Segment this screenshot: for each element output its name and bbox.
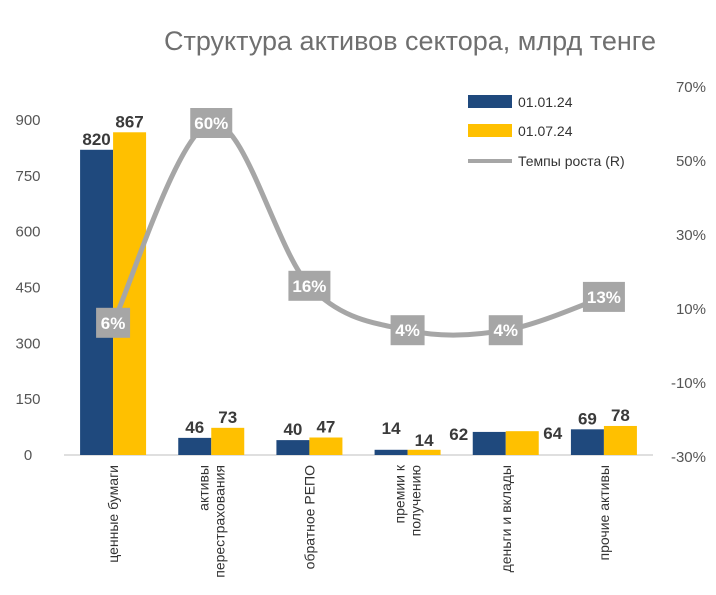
growth-rate-label-box	[288, 270, 331, 301]
bar-value-label: 14	[415, 431, 434, 450]
growth-rate-label: 4%	[493, 321, 518, 340]
bar-value-label: 69	[578, 409, 597, 428]
bar-series-1	[374, 449, 408, 455]
category-label-line: получению	[408, 465, 424, 536]
category-label-line: перестрахования	[211, 465, 227, 578]
growth-rate-label-box	[390, 315, 425, 346]
y-left-tick-label: 750	[15, 168, 40, 185]
bar-series-2	[113, 132, 147, 456]
bar-series-2	[309, 437, 343, 455]
category-label: прочие активы	[596, 465, 612, 560]
growth-rate-label: 4%	[395, 321, 420, 340]
bar-value-label: 867	[115, 112, 143, 131]
category-label-line: прочие активы	[596, 465, 612, 560]
y-right-tick-label: -10%	[671, 375, 706, 392]
bar-series-1	[80, 149, 114, 455]
growth-rate-label: 16%	[292, 277, 326, 296]
chart-title: Структура активов сектора, млрд тенге	[164, 26, 656, 56]
bar-series-2	[407, 449, 441, 455]
legend-swatch	[468, 95, 512, 108]
growth-rate-label-box	[488, 315, 523, 346]
bar-series-2	[505, 431, 539, 455]
legend-label: Темпы роста (R)	[518, 153, 625, 169]
y-left-tick-label: 900	[15, 112, 40, 129]
bar-series-1	[472, 431, 506, 455]
bar-series-2	[603, 425, 637, 455]
y-right-tick-label: 30%	[676, 227, 706, 244]
bar-series-1	[276, 440, 310, 455]
bar-value-label: 47	[316, 418, 335, 437]
growth-rate-label-box	[582, 281, 625, 312]
growth-rate-label-box	[96, 307, 131, 338]
bar-value-label: 78	[611, 406, 630, 425]
bar-value-label: 40	[283, 420, 302, 439]
growth-rate-label: 13%	[587, 288, 621, 307]
category-label: обратное РЕПО	[301, 465, 317, 569]
y-right-tick-label: -30%	[671, 449, 706, 466]
bar-value-label: 73	[218, 408, 237, 427]
y-right-tick-label: 10%	[676, 301, 706, 318]
growth-rate-label: 6%	[101, 314, 126, 333]
y-left-tick-label: 600	[15, 224, 40, 241]
bar-series-2	[211, 427, 245, 455]
bar-value-label: 46	[185, 418, 204, 437]
growth-rate-label: 60%	[194, 114, 228, 133]
bar-series-1	[570, 429, 604, 455]
y-left-tick-label: 150	[15, 391, 40, 408]
category-label: активы перестрахования	[195, 465, 227, 578]
bar-value-label: 62	[449, 425, 468, 444]
category-label: ценные бумаги	[105, 465, 121, 563]
legend-swatch	[468, 124, 512, 137]
y-right-tick-label: 70%	[676, 79, 706, 96]
category-label-line: обратное РЕПО	[301, 465, 317, 569]
category-label-line: активы	[195, 465, 211, 511]
bar-value-label: 820	[82, 130, 110, 149]
bar-series-1	[178, 437, 212, 455]
y-left-tick-label: 450	[15, 280, 40, 297]
legend-label: 01.07.24	[518, 123, 573, 139]
category-label-line: премии к	[392, 464, 408, 523]
y-right-tick-label: 50%	[676, 153, 706, 170]
y-left-tick-label: 300	[15, 335, 40, 352]
category-label-line: ценные бумаги	[105, 465, 121, 563]
bar-value-label: 64	[543, 424, 562, 443]
legend-label: 01.01.24	[518, 94, 573, 110]
growth-rate-label-box	[190, 108, 233, 138]
category-label: премии к получению	[392, 464, 424, 536]
bar-value-label: 14	[382, 419, 401, 438]
category-label-line: деньги и вклады	[498, 465, 514, 572]
category-label: деньги и вклады	[498, 465, 514, 572]
y-left-tick-label: 0	[24, 447, 32, 464]
